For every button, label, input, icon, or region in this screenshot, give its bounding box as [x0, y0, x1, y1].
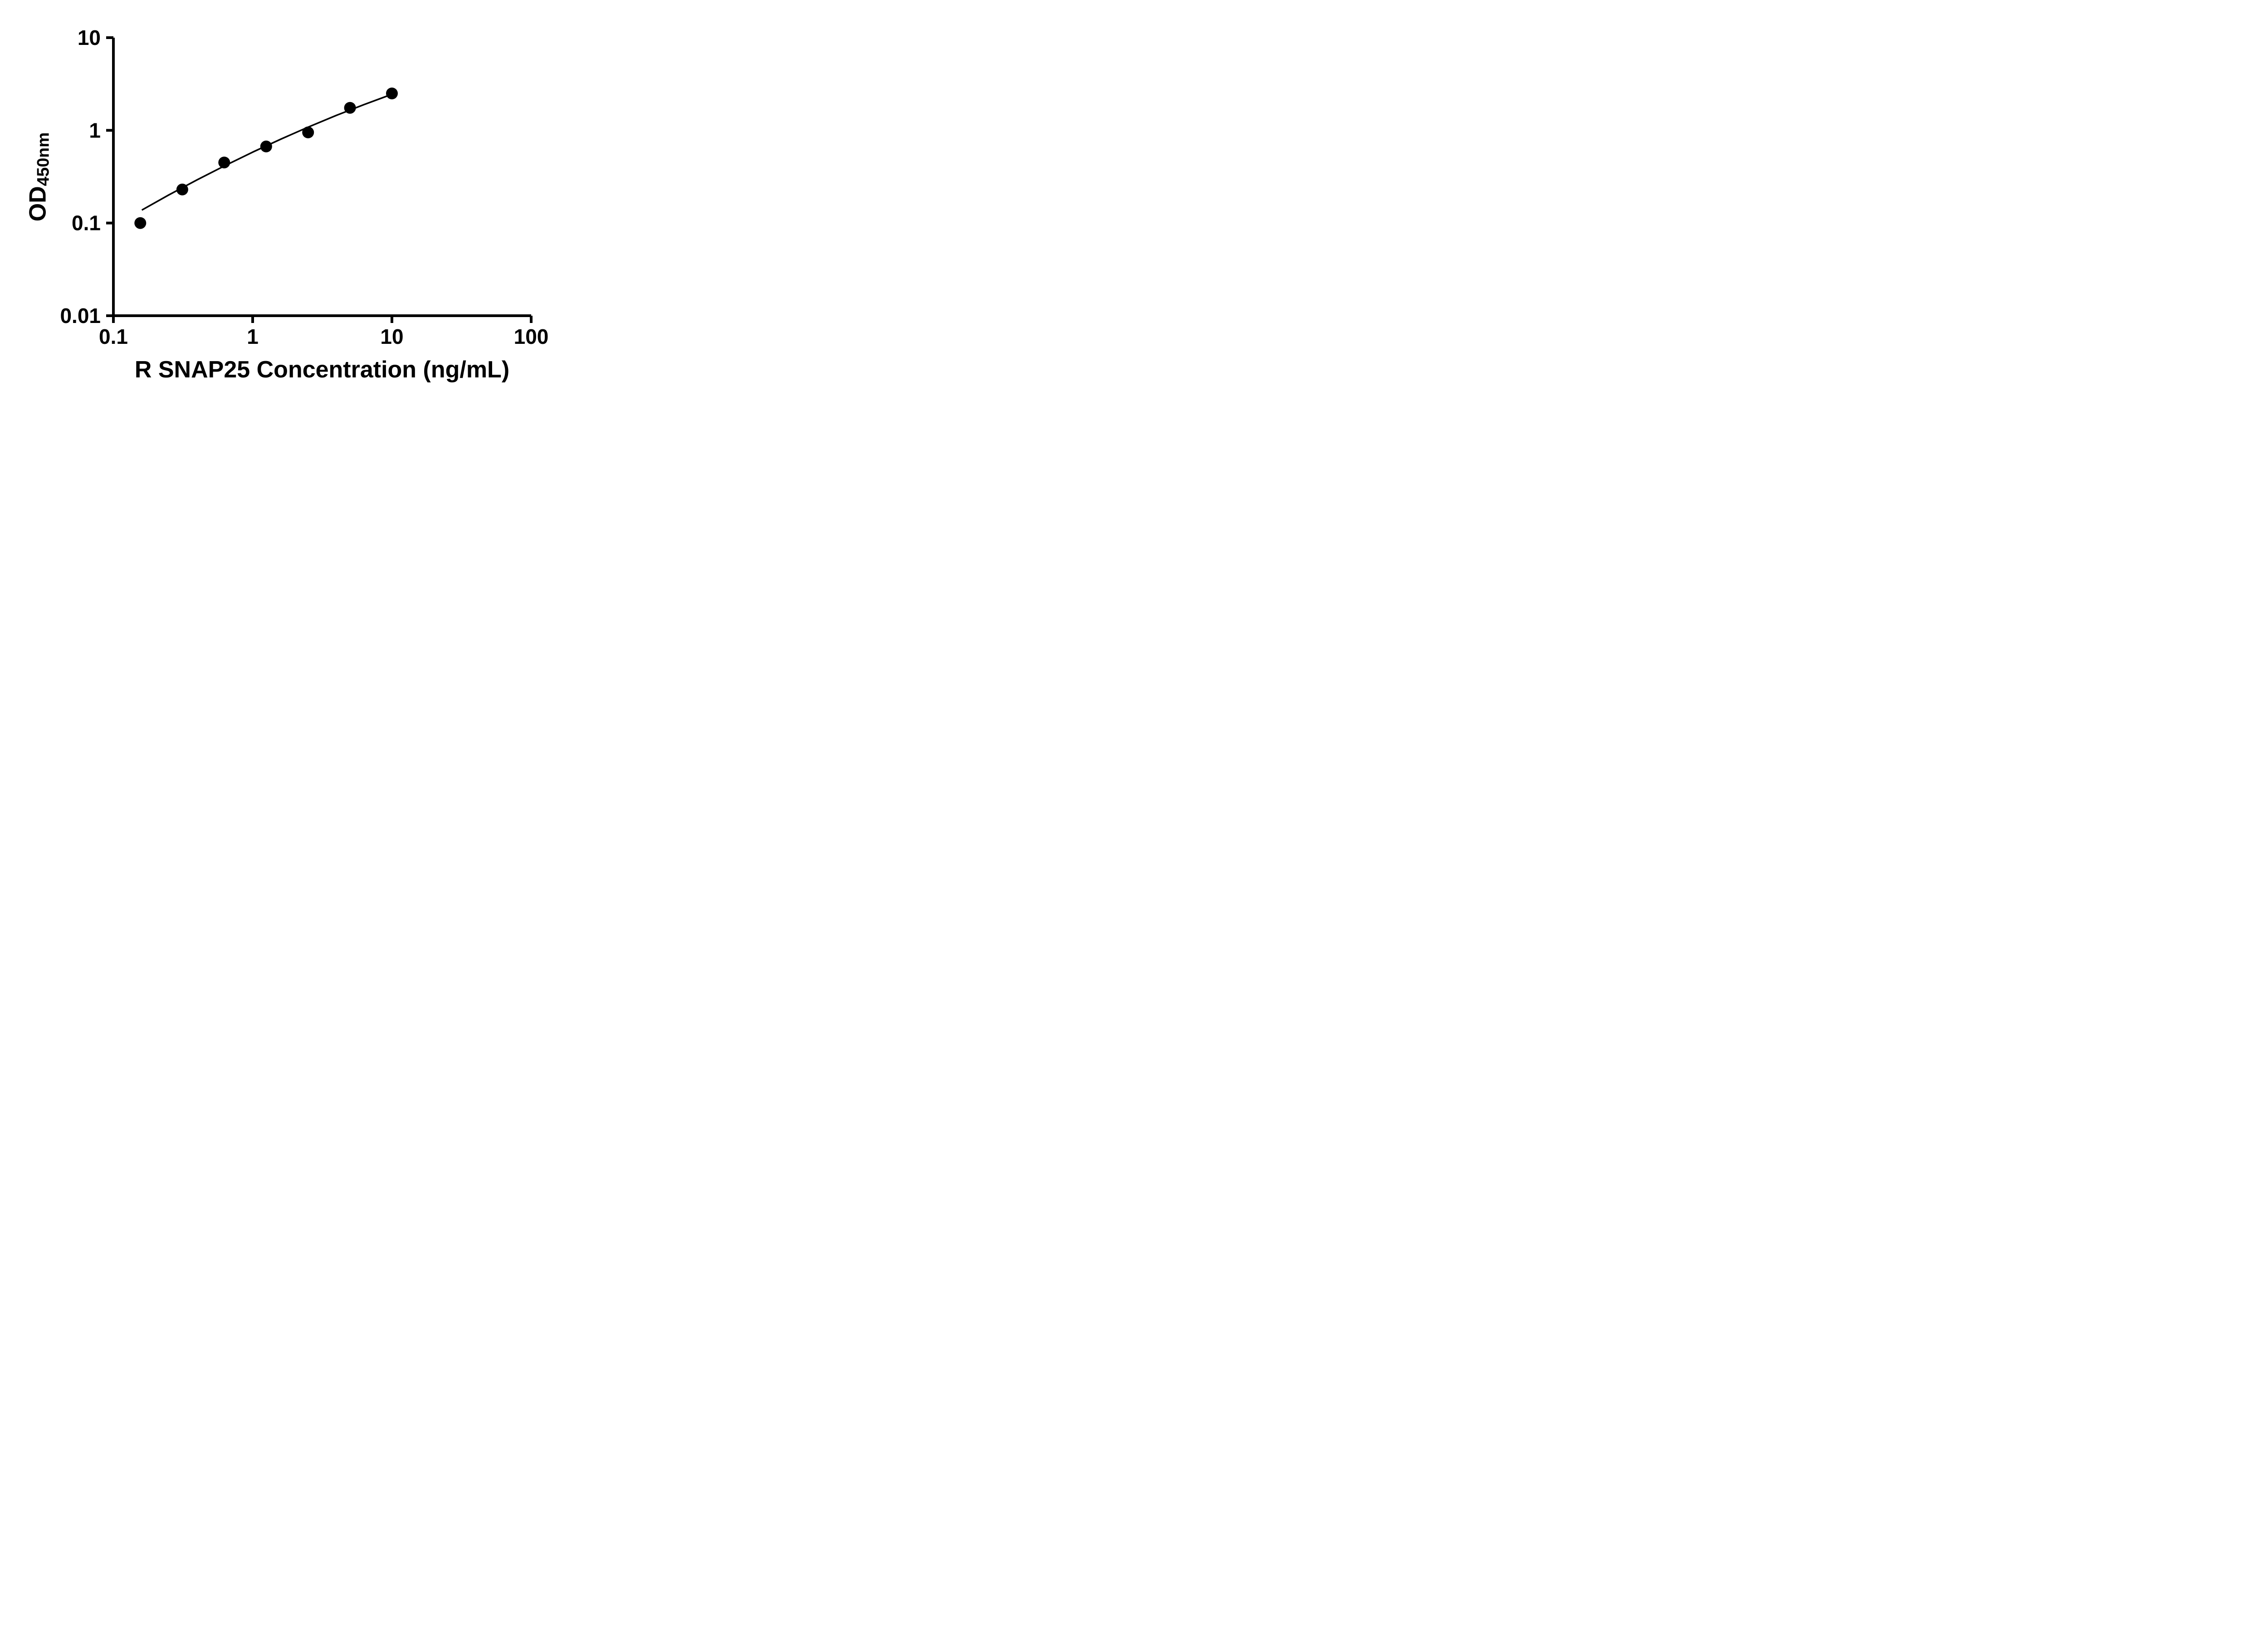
data-point: [176, 183, 188, 196]
y-tick-label: 0.01: [60, 304, 101, 328]
figure: 0.1 1 10 100 0.01 0.1 1 10 OD450nm R SNAP25 Con…: [0, 0, 583, 408]
y-axis-title-main: OD: [24, 186, 51, 222]
axes: [112, 38, 531, 317]
data-point: [302, 126, 314, 138]
data-point: [218, 156, 230, 169]
x-axis-title: R SNAP25 Concentration (ng/mL): [134, 357, 510, 383]
data-point: [134, 217, 147, 229]
data-point: [344, 102, 356, 114]
x-tick-label: 100: [514, 325, 549, 348]
x-tick-label: 0.1: [99, 325, 128, 348]
y-tick-label: 10: [78, 26, 101, 49]
x-tick-label: 1: [247, 325, 259, 348]
trend-line: [141, 92, 396, 211]
data-point: [260, 140, 272, 152]
y-axis-title: OD450nm: [24, 132, 53, 222]
y-tick-label: 1: [89, 118, 101, 142]
y-axis-title-sub: 450nm: [33, 132, 53, 186]
x-tick-label: 10: [380, 325, 403, 348]
y-tick-label: 0.1: [72, 211, 101, 235]
data-point: [386, 88, 398, 99]
